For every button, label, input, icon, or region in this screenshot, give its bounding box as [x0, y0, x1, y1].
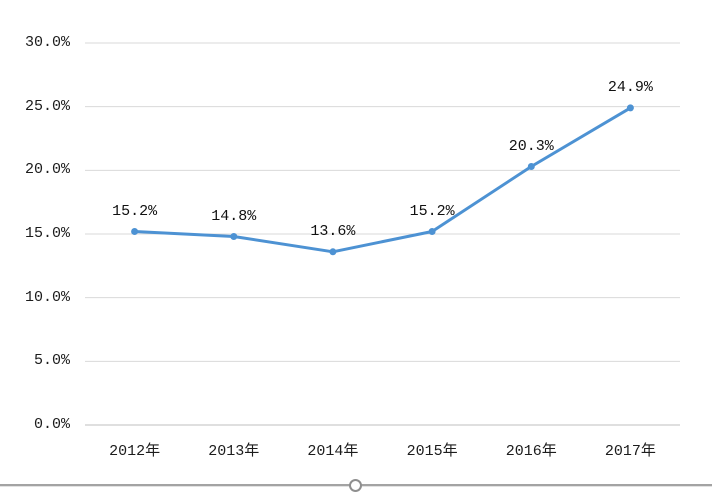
x-axis-tick-label: 2015年: [406, 443, 458, 460]
data-point-marker: [428, 228, 436, 235]
data-point-marker: [131, 228, 139, 235]
data-point-marker: [527, 163, 535, 170]
y-axis-tick-label: 0.0%: [33, 416, 70, 433]
y-axis-tick-label: 30.0%: [24, 34, 70, 51]
data-point-label: 24.9%: [607, 78, 653, 96]
data-series-line: [133, 106, 632, 254]
y-axis-tick-label: 20.0%: [24, 161, 70, 179]
data-point-marker: [626, 104, 634, 112]
data-point-label: 20.3%: [508, 137, 554, 155]
y-axis-tick-label: 5.0%: [33, 352, 70, 370]
x-axis-tick-label: 2013年: [208, 443, 260, 460]
data-point-label: 14.8%: [211, 207, 257, 225]
x-axis-tick-label: 2014年: [307, 443, 359, 460]
data-point-markers-group: [131, 104, 634, 256]
data-point-label: 15.2%: [112, 202, 158, 220]
data-point-marker: [329, 248, 337, 256]
x-axis-tick-label: 2012年: [109, 443, 161, 460]
y-axis-tick-label: 25.0%: [24, 97, 70, 115]
data-point-marker: [230, 233, 238, 240]
y-axis-tick-label: 15.0%: [24, 225, 70, 242]
resize-handle-bottom-center[interactable]: [349, 479, 362, 492]
data-point-label: 15.2%: [409, 202, 455, 220]
x-axis-tick-label: 2017年: [604, 443, 656, 460]
y-axis-tick-label: 10.0%: [24, 288, 70, 306]
x-axis-tick-label: 2016年: [505, 443, 557, 460]
data-point-label: 13.6%: [310, 222, 356, 240]
